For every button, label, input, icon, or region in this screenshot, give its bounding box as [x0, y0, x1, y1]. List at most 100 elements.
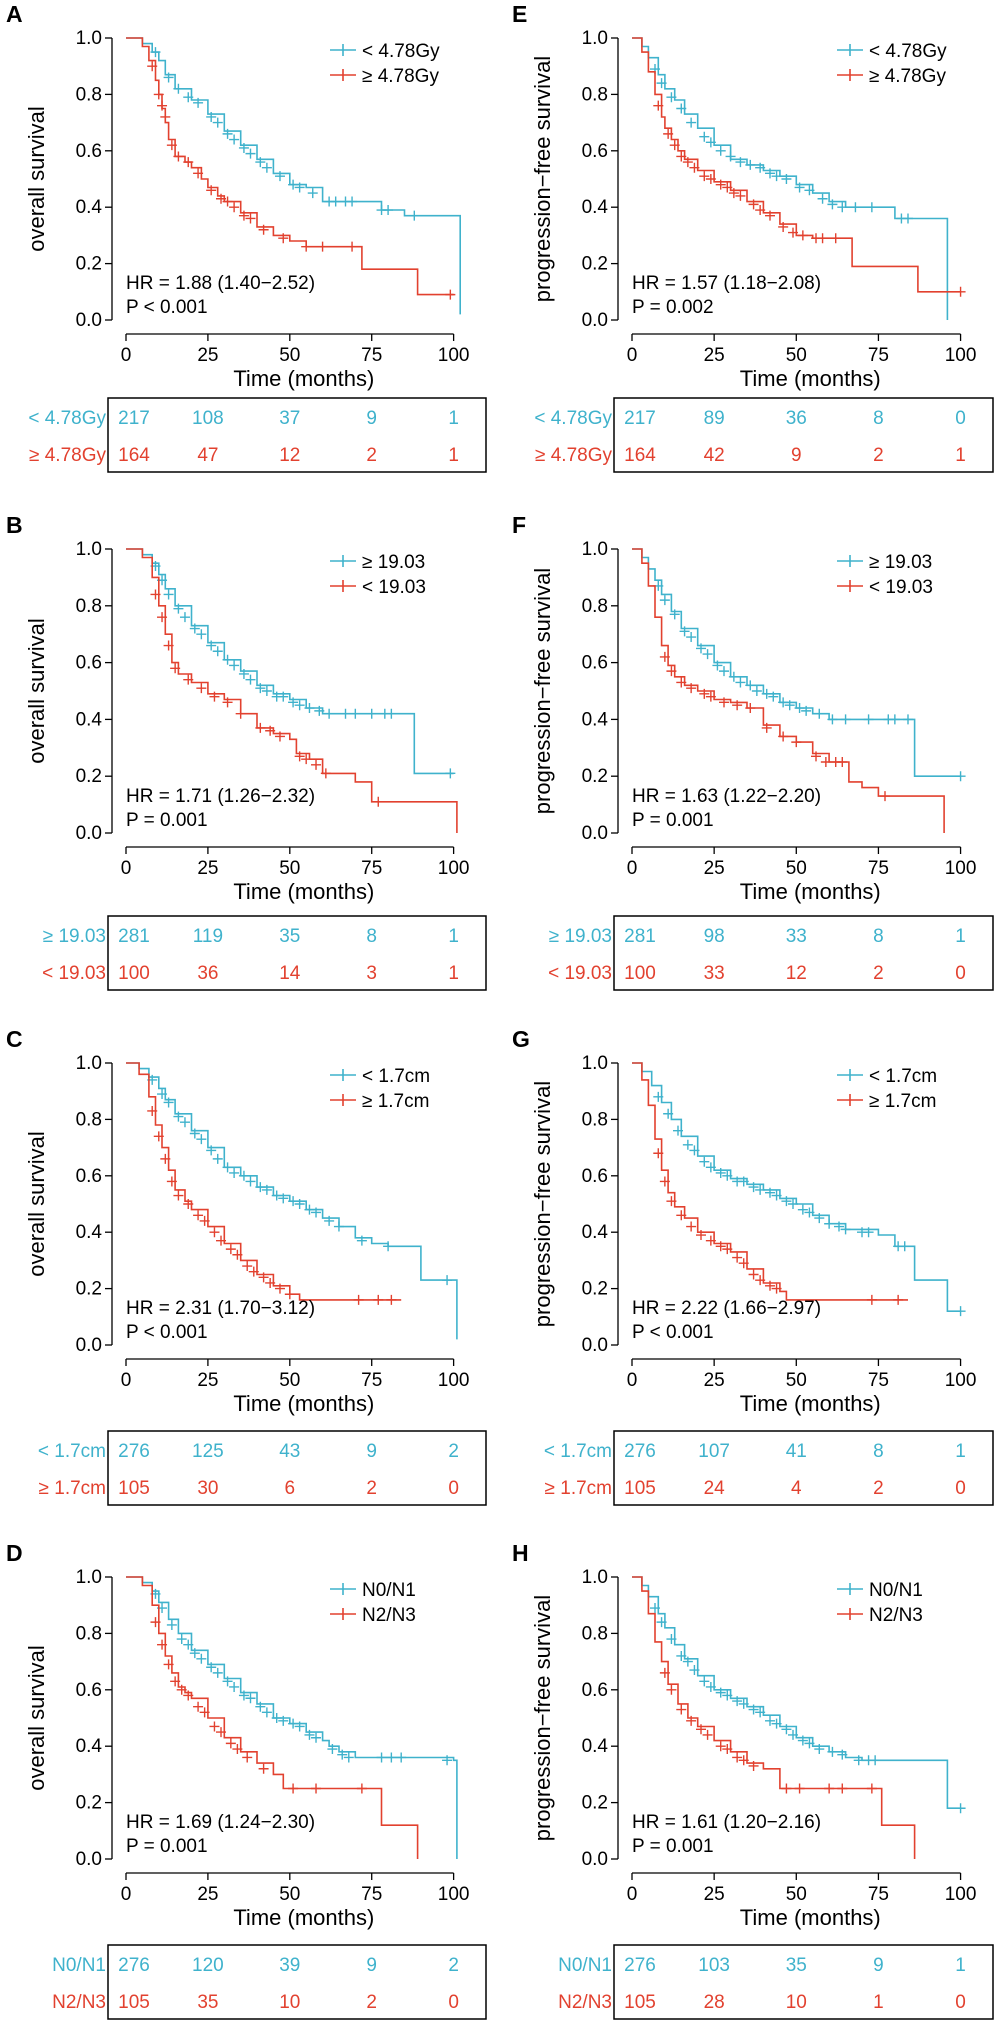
y-tick-label: 0.2 [76, 1793, 102, 1814]
censor-mark [222, 697, 233, 708]
censor-mark [383, 205, 394, 216]
censor-mark [193, 1210, 204, 1221]
y-tick-label: 0.6 [582, 141, 608, 162]
censor-mark [666, 1684, 677, 1695]
censor-mark [258, 224, 269, 235]
panel-D: D 0.0 0.2 0.4 0.6 0.8 1.0 overall survival 0 25 50… [6, 1540, 487, 2020]
panel-H: H 0.0 0.2 0.4 0.6 0.8 1.0 progression−free surv… [512, 1540, 994, 2020]
censor-mark [955, 286, 966, 297]
censor-mark [245, 1176, 256, 1187]
legend-label: < 1.7cm [869, 1066, 937, 1087]
censor-mark [225, 1738, 236, 1749]
risk-table-cell: 9 [366, 1955, 377, 1976]
censor-mark [781, 174, 792, 184]
risk-table-row-label: ≥ 4.78Gy [535, 445, 612, 466]
censor-mark [797, 230, 808, 241]
censor-mark [837, 1783, 848, 1794]
censor-mark [209, 1227, 220, 1238]
censor-mark [222, 654, 233, 665]
censor-mark [824, 1218, 835, 1229]
censor-mark [676, 1650, 687, 1661]
censor-mark [307, 188, 318, 199]
risk-table-cell: 1 [448, 926, 459, 947]
censor-mark [229, 202, 240, 213]
hr-annotation: HR = 1.61 (1.20−2.16) [632, 1812, 821, 1833]
y-tick-label: 0.8 [582, 596, 608, 617]
censor-mark [738, 1755, 749, 1766]
x-tick-label: 0 [121, 345, 132, 366]
censor-mark [903, 714, 913, 725]
panel-letter: F [512, 512, 526, 538]
censor-mark [893, 1294, 904, 1305]
censor-mark [732, 1752, 743, 1763]
censor-mark [209, 691, 220, 702]
risk-table-cell: 0 [955, 408, 966, 429]
censor-mark [837, 757, 848, 767]
panel-F: F 0.0 0.2 0.4 0.6 0.8 1.0 progression−free surv… [512, 512, 994, 991]
censor-mark [274, 1283, 285, 1294]
censor-mark [196, 629, 207, 640]
y-tick-label: 1.0 [582, 28, 608, 49]
risk-table-cell: 39 [279, 1955, 300, 1976]
censor-mark [166, 140, 177, 151]
panel-letter: H [512, 1540, 529, 1566]
censor-mark [248, 1266, 259, 1277]
censor-mark [771, 1283, 782, 1294]
censor-mark [274, 731, 285, 742]
censor-mark [261, 1707, 272, 1718]
series-line-2 [632, 548, 945, 833]
risk-table-cell: 47 [197, 445, 218, 466]
censor-mark [840, 1224, 851, 1235]
risk-table-cell: 2 [873, 1478, 884, 1499]
risk-table-row-label: ≥ 1.7cm [39, 1478, 106, 1499]
p-value: P < 0.001 [632, 1322, 714, 1343]
censor-mark [173, 1111, 184, 1122]
censor-mark [814, 708, 825, 719]
censor-mark [347, 196, 358, 207]
censor-mark [274, 171, 285, 182]
risk-table-box [107, 1430, 487, 1506]
censor-mark [735, 190, 746, 201]
censor-mark [183, 1199, 194, 1209]
censor-mark [827, 1746, 838, 1757]
series-line-1 [126, 1576, 458, 1859]
series-line-2 [126, 1062, 402, 1301]
censor-mark [212, 1153, 223, 1164]
risk-table-cell: 24 [704, 1478, 726, 1499]
censor-mark [866, 202, 877, 213]
censor-mark [386, 1752, 397, 1763]
risk-table-cell: 276 [624, 1955, 656, 1976]
risk-table-cell: 1 [955, 926, 966, 947]
censor-mark [199, 1707, 210, 1718]
legend-label: < 19.03 [362, 577, 426, 598]
panel-letter: B [6, 512, 23, 538]
series-line-1 [632, 548, 961, 777]
censor-mark [147, 61, 158, 72]
risk-table-cell: 4 [791, 1478, 802, 1499]
y-tick-label: 1.0 [76, 1567, 102, 1588]
x-tick-label: 50 [279, 345, 300, 366]
risk-table-box [613, 1944, 994, 2020]
censor-mark [722, 1244, 733, 1255]
x-tick-label: 0 [121, 1370, 132, 1391]
risk-table-box [107, 397, 487, 473]
censor-mark [193, 1701, 204, 1712]
censor-mark [732, 1696, 743, 1707]
censor-mark [255, 722, 266, 733]
censor-mark [669, 609, 680, 620]
hr-annotation: HR = 1.88 (1.40−2.52) [126, 273, 315, 294]
censor-mark [157, 100, 168, 111]
x-tick-label: 50 [279, 1884, 300, 1905]
hr-annotation: HR = 1.57 (1.18−2.08) [632, 273, 821, 294]
censor-mark [442, 1275, 453, 1286]
censor-mark [199, 1215, 210, 1226]
x-tick-label: 100 [945, 345, 977, 366]
x-tick-label: 100 [438, 1884, 470, 1905]
y-tick-label: 0.8 [76, 84, 102, 105]
censor-mark [173, 83, 184, 94]
censor-mark [748, 1269, 759, 1280]
censor-mark [261, 686, 272, 696]
censor-mark [166, 1619, 177, 1630]
panel-letter: E [512, 1, 527, 27]
censor-mark [794, 703, 805, 714]
